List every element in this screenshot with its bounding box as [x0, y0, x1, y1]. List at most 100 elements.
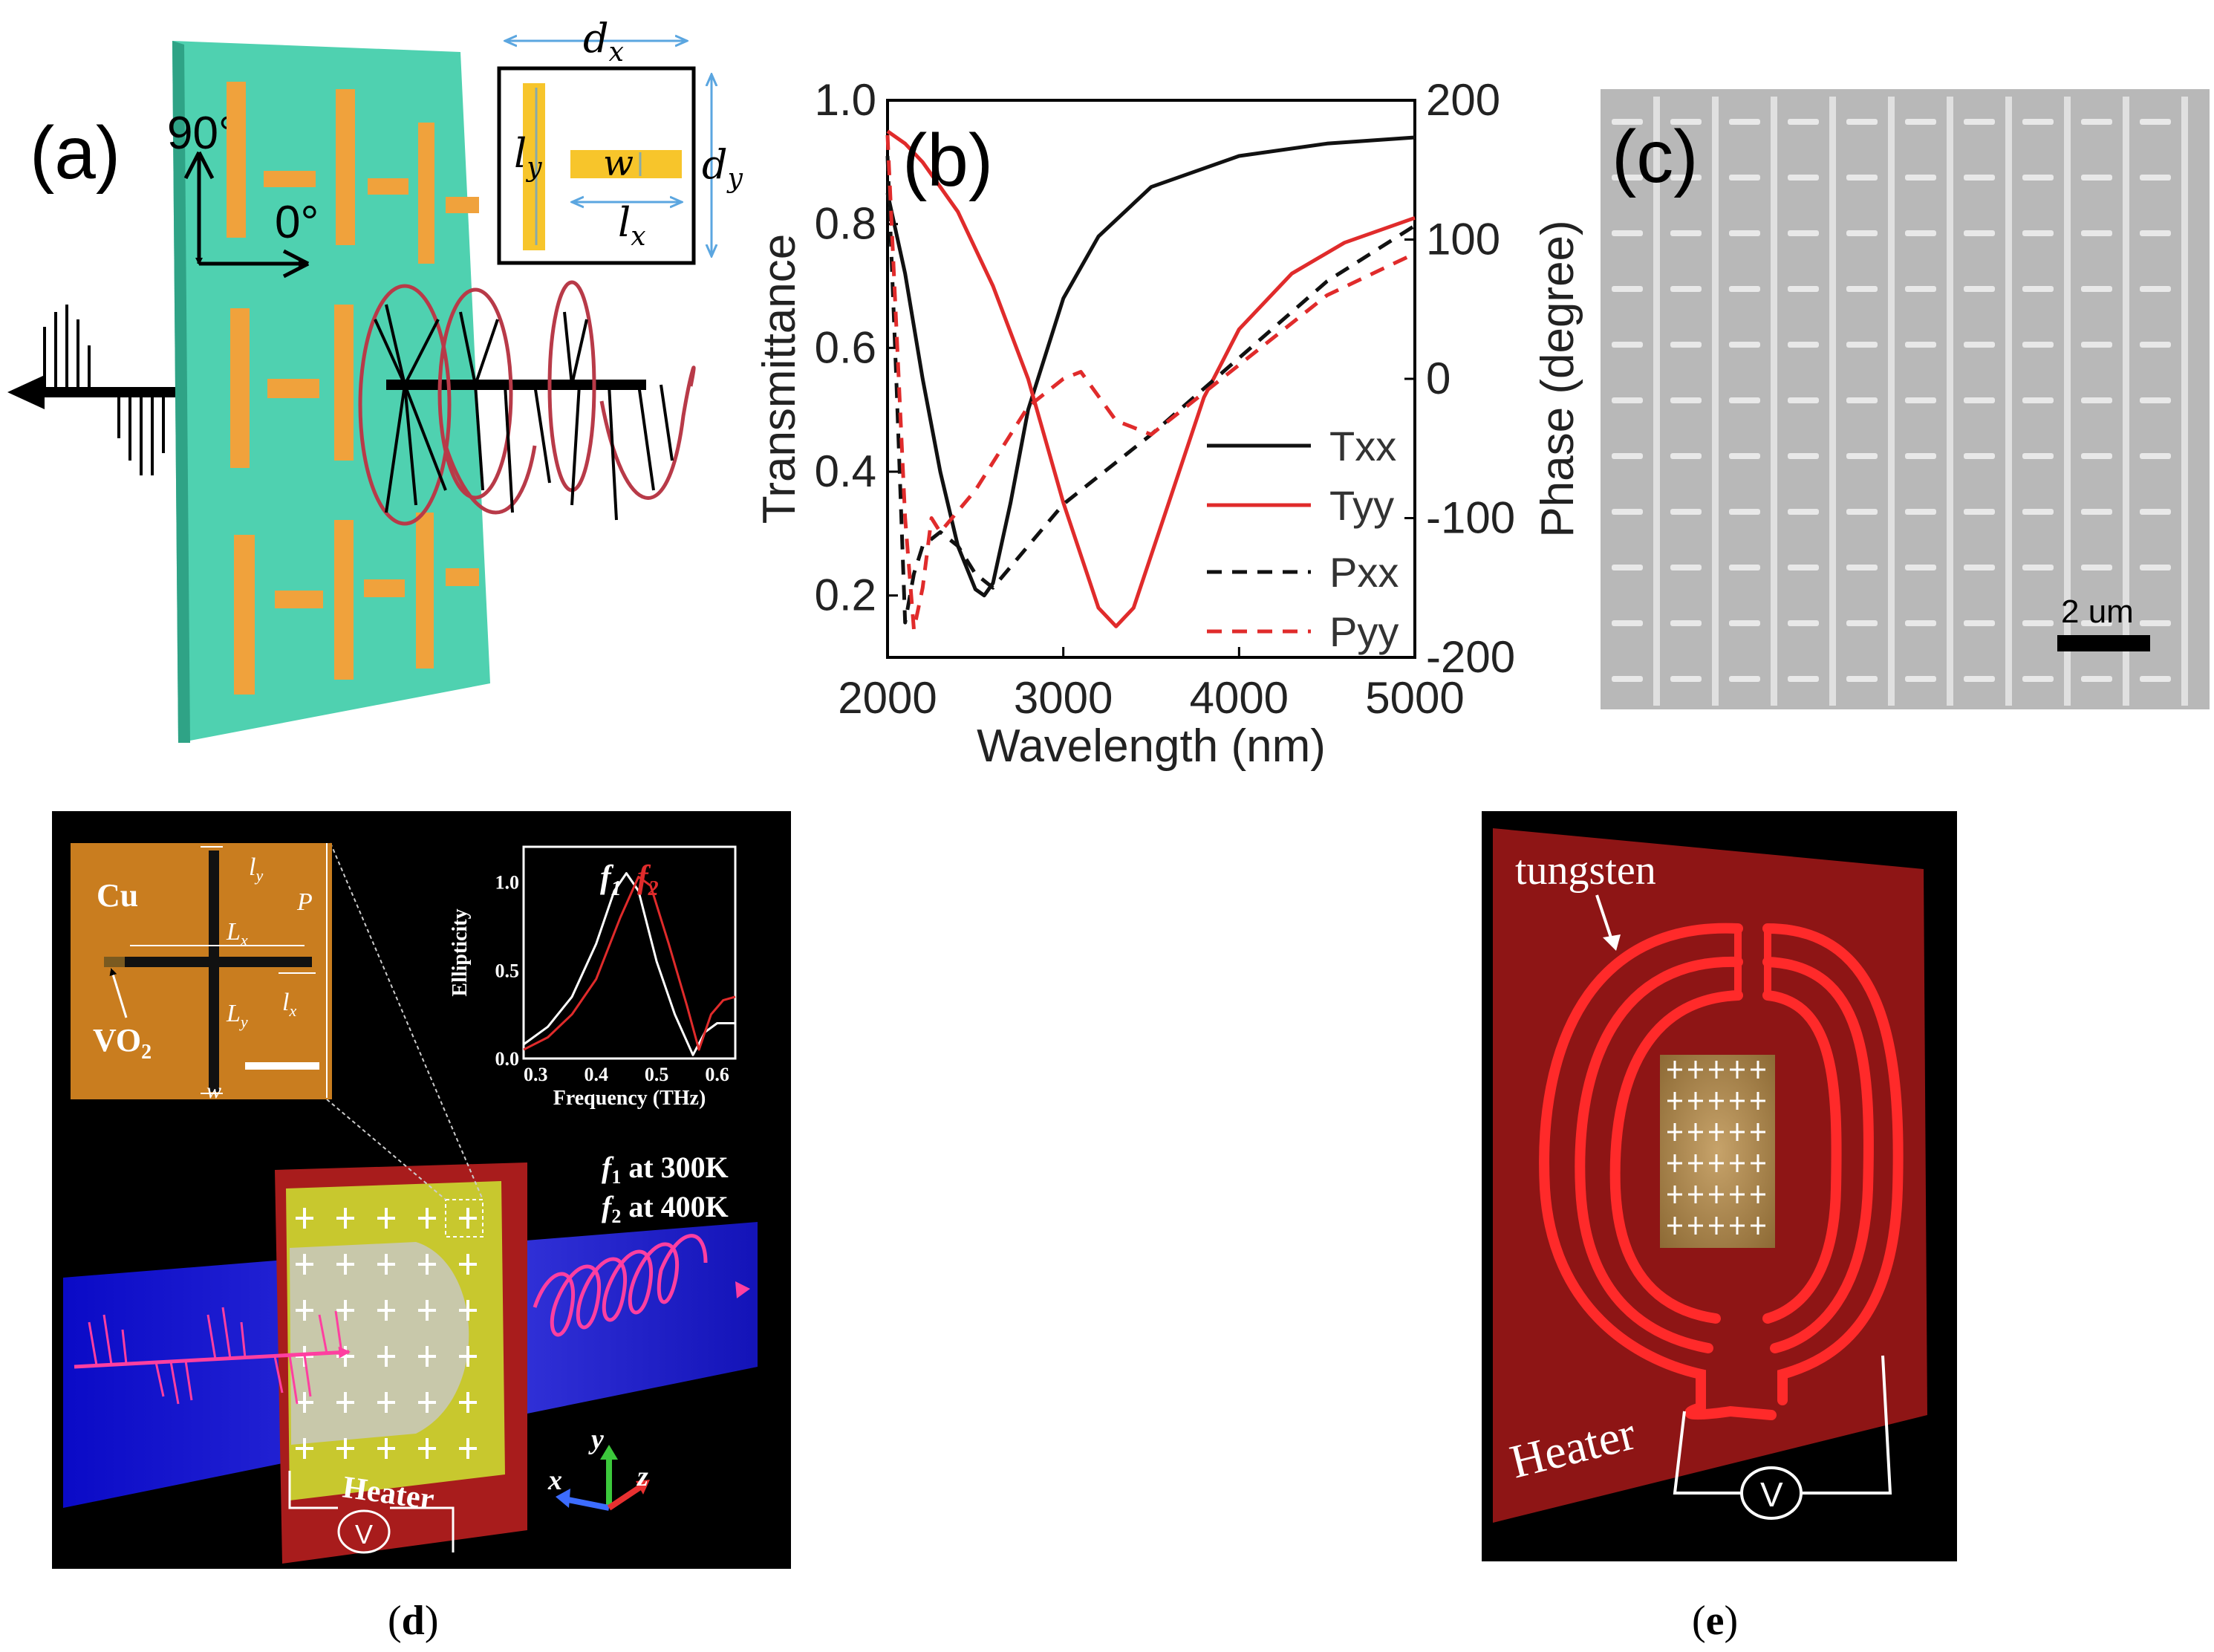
- sem-horizontal-bar: [1612, 119, 1643, 125]
- sem-horizontal-bar: [1846, 175, 1878, 181]
- vertical-bar: [336, 89, 355, 245]
- beam-spot: [290, 1242, 469, 1445]
- sem-horizontal-bar: [2022, 453, 2054, 459]
- cross-resonator: [1751, 1092, 1765, 1110]
- sem-horizontal-bar: [2022, 676, 2054, 682]
- horizontal-bar: [364, 579, 405, 597]
- sem-horizontal-bar: [2022, 175, 2054, 181]
- wave-arrow-left-icon: [7, 375, 45, 409]
- sem-horizontal-bar: [1788, 453, 1819, 459]
- cross-resonator: [336, 1438, 354, 1459]
- horizontal-bar: [446, 568, 479, 586]
- axis-y-label: y: [588, 1424, 604, 1455]
- cross-resonator: [377, 1392, 395, 1413]
- dim-ly-cap-label: Ly: [226, 1000, 248, 1031]
- sem-horizontal-bar: [1964, 342, 1995, 348]
- sem-horizontal-bar: [1788, 286, 1819, 292]
- sem-horizontal-bar: [1612, 509, 1643, 515]
- plate-grid-left-coord: 90° 0°: [167, 108, 319, 279]
- sem-horizontal-bar: [2022, 286, 2054, 292]
- cross-resonator: [1709, 1217, 1724, 1235]
- sem-horizontal-bar: [1905, 565, 1936, 570]
- sem-horizontal-bar: [1788, 509, 1819, 515]
- sem-horizontal-bar: [1964, 119, 1995, 125]
- cross-resonator: [1667, 1061, 1682, 1079]
- sem-horizontal-bar: [2081, 565, 2112, 570]
- y2-tick-label: -100: [1426, 493, 1515, 543]
- sem-horizontal-bar: [1846, 509, 1878, 515]
- cross-resonator: [377, 1208, 395, 1229]
- sem-horizontal-bar: [2140, 286, 2171, 292]
- incident-wave: [74, 1307, 351, 1405]
- cross-resonator: [377, 1300, 395, 1321]
- y-tick-label: 1.0: [815, 75, 876, 125]
- sem-horizontal-bar: [1612, 565, 1643, 570]
- cross-resonator: [459, 1300, 477, 1321]
- angle-90-label: 90°: [167, 108, 237, 159]
- sem-vertical-line: [2064, 97, 2071, 706]
- sem-horizontal-bar: [1612, 175, 1643, 181]
- vertical-bar: [418, 123, 434, 264]
- sem-horizontal-bar: [1905, 230, 1936, 236]
- cross-resonator: [459, 1346, 477, 1367]
- cross-resonator: [1751, 1154, 1765, 1172]
- inset-series-f2: [523, 875, 736, 1051]
- series-tyy: [886, 129, 1416, 628]
- sem-horizontal-bar: [2022, 509, 2054, 515]
- vo2-pointer-icon: [109, 968, 128, 1018]
- sem-horizontal-bar: [1670, 509, 1702, 515]
- y-tick-label: 0.2: [815, 570, 876, 620]
- sem-horizontal-bar: [1964, 676, 1995, 682]
- sem-horizontal-bar: [1612, 676, 1643, 682]
- polarization-ellipses: [358, 280, 696, 526]
- sem-horizontal-bar: [1788, 175, 1819, 181]
- sem-vertical-line: [2123, 97, 2129, 706]
- tungsten-pointer-icon: [1595, 894, 1613, 940]
- cross-resonator: [1667, 1092, 1682, 1110]
- sample-crosses-e: [1667, 1061, 1765, 1235]
- sem-vertical-line: [1829, 97, 1836, 706]
- sem-horizontal-bar: [1905, 453, 1936, 459]
- dim-lx-label: lx: [282, 989, 296, 1020]
- sem-horizontal-bar: [2081, 676, 2112, 682]
- sem-horizontal-bar: [1670, 565, 1702, 570]
- sem-horizontal-bar: [2140, 453, 2171, 459]
- legend-pxx-label: Pxx: [1329, 549, 1399, 596]
- sem-horizontal-bar: [1905, 286, 1936, 292]
- sem-horizontal-bar: [2140, 565, 2171, 570]
- y2-tick-label: 100: [1426, 215, 1500, 264]
- sem-horizontal-bar: [1964, 175, 1995, 181]
- sem-horizontal-bar: [2140, 342, 2171, 348]
- inset-x-axis-label: Frequency (THz): [553, 1087, 706, 1110]
- cross-resonator: [1667, 1154, 1682, 1172]
- sem-horizontal-bar: [1729, 230, 1760, 236]
- cross-resonator: [1688, 1217, 1703, 1235]
- cross-resonator: [1730, 1123, 1745, 1141]
- caption-e: (e): [1692, 1598, 1738, 1644]
- sem-horizontal-bar: [2022, 565, 2054, 570]
- sem-vertical-line: [2181, 97, 2188, 706]
- sem-horizontal-bar: [2081, 119, 2112, 125]
- cross-horizontal-slot: [104, 957, 312, 967]
- x-tick-label: 4000: [1190, 673, 1289, 723]
- panel-d: V Heater f1 at 300K f2 at 400K y x z: [52, 811, 791, 1569]
- horizontal-bar: [368, 178, 408, 195]
- x-axis-label: Wavelength (nm): [977, 721, 1326, 772]
- sem-horizontal-bar: [1905, 397, 1936, 403]
- sem-horizontal-bar: [1670, 230, 1702, 236]
- plate-resonators: [227, 82, 479, 695]
- cross-resonator: [1751, 1186, 1765, 1203]
- cross-resonator: [418, 1300, 436, 1321]
- cross-resonator: [459, 1208, 477, 1229]
- sem-vertical-line: [1888, 97, 1895, 706]
- sem-horizontal-bar: [1670, 342, 1702, 348]
- voltage-wire-e: [1673, 1355, 1892, 1495]
- x-tick-label: 3000: [1014, 673, 1113, 723]
- cross-resonator: [418, 1208, 436, 1229]
- sem-vertical-line: [1712, 97, 1719, 706]
- sem-horizontal-bar: [1670, 676, 1702, 682]
- sem-horizontal-bar: [1670, 620, 1702, 626]
- series-txx: [885, 135, 1416, 598]
- wave-vectors-right: [374, 304, 674, 521]
- cross-resonator: [1688, 1154, 1703, 1172]
